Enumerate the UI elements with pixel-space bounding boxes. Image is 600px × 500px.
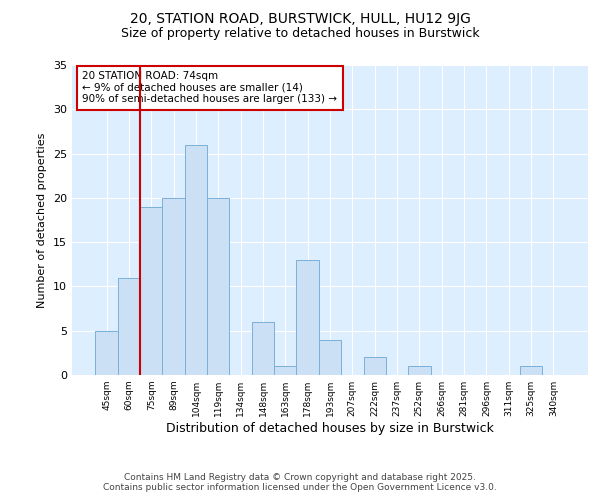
Bar	[95, 330, 118, 375]
Bar	[207, 198, 229, 375]
Bar	[185, 144, 207, 375]
Text: Size of property relative to detached houses in Burstwick: Size of property relative to detached ho…	[121, 28, 479, 40]
Bar	[252, 322, 274, 375]
Text: Contains HM Land Registry data © Crown copyright and database right 2025.
Contai: Contains HM Land Registry data © Crown c…	[103, 473, 497, 492]
Bar	[163, 198, 185, 375]
Bar	[118, 278, 140, 375]
Bar	[408, 366, 431, 375]
Text: 20 STATION ROAD: 74sqm
← 9% of detached houses are smaller (14)
90% of semi-deta: 20 STATION ROAD: 74sqm ← 9% of detached …	[82, 71, 337, 104]
Text: 20, STATION ROAD, BURSTWICK, HULL, HU12 9JG: 20, STATION ROAD, BURSTWICK, HULL, HU12 …	[130, 12, 470, 26]
Bar	[319, 340, 341, 375]
Bar	[296, 260, 319, 375]
Bar	[364, 358, 386, 375]
Bar	[274, 366, 296, 375]
Bar	[520, 366, 542, 375]
X-axis label: Distribution of detached houses by size in Burstwick: Distribution of detached houses by size …	[166, 422, 494, 435]
Bar	[140, 206, 163, 375]
Y-axis label: Number of detached properties: Number of detached properties	[37, 132, 47, 308]
